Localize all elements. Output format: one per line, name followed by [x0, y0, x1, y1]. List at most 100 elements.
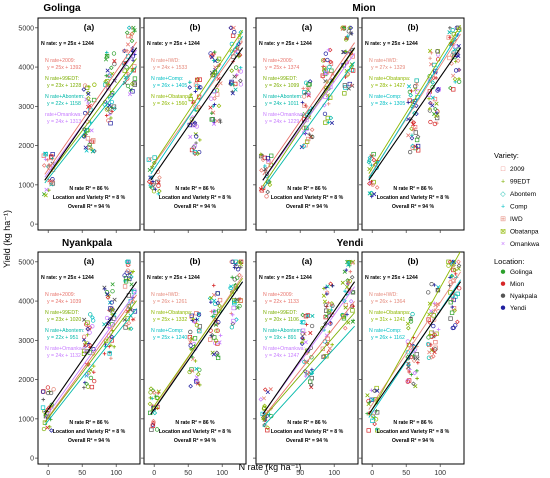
data-point — [451, 267, 456, 273]
data-point — [342, 26, 346, 30]
data-point — [104, 73, 109, 78]
data-point — [342, 83, 348, 88]
fit-line-omankwa — [44, 290, 137, 419]
data-point — [86, 95, 91, 101]
data-point — [329, 303, 334, 307]
data-point — [456, 263, 462, 268]
data-point — [152, 155, 157, 160]
data-point — [151, 418, 156, 424]
r2-annotation: Overall R² = 94 % — [174, 438, 217, 444]
data-point — [429, 281, 434, 287]
data-point — [44, 187, 49, 192]
data-point — [367, 191, 372, 196]
data-point — [265, 428, 270, 433]
data-point — [411, 358, 417, 364]
x-tick-label: 100 — [216, 470, 228, 477]
data-point — [430, 347, 435, 351]
data-point — [238, 265, 243, 270]
data-point — [435, 52, 441, 57]
data-point — [349, 274, 355, 280]
data-point — [211, 121, 217, 126]
data-point — [371, 388, 377, 394]
fit-label: N rate+Obatanpa: — [151, 310, 192, 316]
data-point — [83, 340, 88, 345]
data-point — [268, 387, 273, 392]
data-point — [230, 91, 235, 96]
data-point — [217, 303, 222, 309]
data-point — [455, 319, 460, 325]
data-point — [45, 390, 51, 396]
r2-annotation: N rate R² = 86 % — [69, 186, 109, 192]
data-point — [370, 182, 376, 188]
data-point — [446, 263, 451, 268]
data-point — [91, 370, 96, 375]
data-point — [88, 375, 94, 381]
data-point — [238, 78, 243, 84]
fit-line-abontem — [262, 325, 355, 428]
data-point — [265, 156, 271, 161]
data-point — [304, 139, 310, 144]
data-point — [373, 417, 379, 422]
data-point — [324, 314, 329, 319]
fit-line-obatanpa — [150, 277, 243, 411]
data-point — [433, 340, 438, 345]
data-point — [308, 379, 313, 384]
data-point — [447, 35, 452, 40]
legend-variety-title: Variety: — [494, 151, 519, 160]
fit-equation: y = 25x + 1392 — [47, 65, 81, 71]
data-point — [238, 297, 242, 301]
data-point — [425, 341, 431, 347]
data-point — [342, 50, 347, 55]
data-point — [320, 74, 326, 79]
data-point — [103, 57, 109, 62]
panel-tag: (b) — [190, 256, 201, 266]
data-point — [198, 85, 203, 90]
data-point — [81, 134, 87, 139]
fit-equation: y = 28x + 1427 — [371, 83, 405, 89]
fit-line-obatanpa — [368, 24, 461, 174]
location-title: Mion — [352, 3, 375, 14]
fit-label: N rate+99EDT: — [45, 76, 79, 82]
data-point — [262, 387, 268, 392]
data-point — [264, 171, 270, 176]
data-point — [110, 322, 115, 327]
data-point — [155, 406, 160, 410]
data-point — [300, 328, 306, 333]
data-point — [348, 31, 354, 36]
data-point — [41, 397, 46, 402]
data-point — [109, 300, 114, 305]
data-point — [411, 122, 416, 127]
data-point — [344, 268, 349, 272]
data-point — [188, 80, 192, 85]
data-point — [105, 320, 111, 326]
data-point — [88, 146, 94, 152]
y-tick-label: 3000 — [18, 338, 34, 345]
data-point — [232, 74, 237, 79]
data-point — [228, 80, 234, 86]
fit-label: N rate+Abontem: — [45, 328, 84, 334]
data-point — [409, 372, 414, 377]
data-point — [122, 273, 127, 278]
panel-tag: (a) — [302, 256, 313, 266]
data-point — [47, 425, 52, 429]
data-point — [457, 286, 462, 291]
data-point — [86, 99, 92, 105]
data-point — [264, 194, 269, 199]
data-point — [128, 34, 134, 40]
data-point — [415, 134, 421, 140]
data-point — [216, 103, 222, 109]
fit-label: N rate+Comp: — [151, 328, 183, 334]
data-point — [129, 81, 135, 87]
y-tick-label: 5000 — [18, 259, 34, 266]
data-point — [330, 283, 335, 288]
data-point — [405, 379, 410, 384]
data-point — [369, 194, 374, 199]
data-point — [302, 359, 307, 365]
data-point — [108, 306, 113, 311]
data-point — [234, 72, 239, 77]
data-point — [91, 149, 96, 154]
data-point — [125, 268, 130, 273]
data-point — [453, 68, 459, 73]
r2-annotation: Overall R² = 94 % — [286, 438, 329, 444]
data-point — [308, 330, 313, 336]
